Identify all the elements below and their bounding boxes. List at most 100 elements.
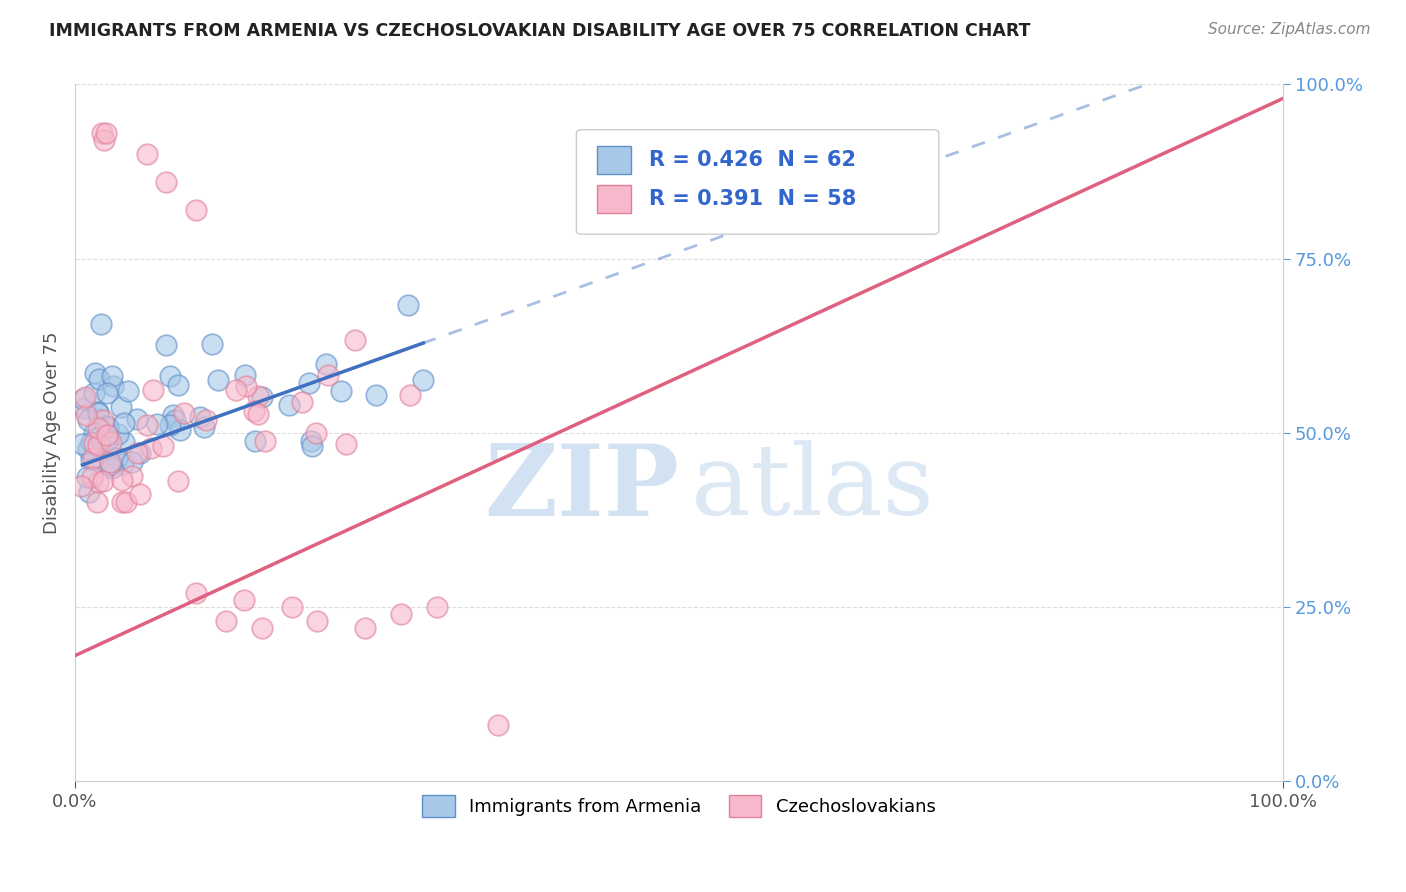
- Point: [343, 333, 366, 347]
- Point: [281, 599, 304, 614]
- Point: [173, 406, 195, 420]
- Point: [159, 418, 181, 433]
- Point: [233, 593, 256, 607]
- Point: [125, 411, 148, 425]
- Point: [77, 413, 100, 427]
- Point: [93, 133, 115, 147]
- Point: [111, 494, 134, 508]
- Point: [112, 417, 135, 431]
- Point: [86, 454, 108, 468]
- Point: [90, 317, 112, 331]
- Point: [96, 126, 118, 140]
- Point: [80, 470, 103, 484]
- Point: [316, 368, 339, 383]
- Point: [80, 452, 103, 467]
- Point: [110, 400, 132, 414]
- Text: Source: ZipAtlas.com: Source: ZipAtlas.com: [1208, 22, 1371, 37]
- Point: [291, 394, 314, 409]
- Point: [225, 383, 247, 397]
- Point: [167, 377, 190, 392]
- Point: [87, 438, 110, 452]
- Point: [159, 369, 181, 384]
- Point: [115, 495, 138, 509]
- Point: [98, 455, 121, 469]
- Point: [412, 373, 434, 387]
- FancyBboxPatch shape: [598, 186, 631, 213]
- Point: [72, 392, 94, 406]
- Point: [112, 435, 135, 450]
- Point: [235, 379, 257, 393]
- Text: R = 0.391  N = 58: R = 0.391 N = 58: [648, 189, 856, 210]
- Point: [195, 413, 218, 427]
- Point: [129, 446, 152, 460]
- Point: [83, 425, 105, 440]
- Point: [96, 386, 118, 401]
- Point: [207, 373, 229, 387]
- Point: [190, 409, 212, 424]
- Point: [87, 475, 110, 490]
- Point: [97, 420, 120, 434]
- Point: [97, 432, 120, 446]
- Point: [96, 419, 118, 434]
- Point: [335, 437, 357, 451]
- Point: [93, 474, 115, 488]
- Point: [75, 408, 97, 422]
- Point: [166, 475, 188, 489]
- Point: [169, 423, 191, 437]
- Point: [121, 455, 143, 469]
- Point: [77, 485, 100, 500]
- Point: [101, 461, 124, 475]
- Point: [87, 372, 110, 386]
- Point: [155, 175, 177, 189]
- Point: [165, 413, 187, 427]
- Point: [330, 384, 353, 398]
- Point: [399, 388, 422, 402]
- Point: [253, 434, 276, 448]
- Point: [101, 379, 124, 393]
- Point: [83, 385, 105, 400]
- Point: [136, 147, 159, 161]
- Point: [98, 458, 121, 472]
- Point: [242, 403, 264, 417]
- Text: R = 0.426  N = 62: R = 0.426 N = 62: [648, 150, 856, 169]
- FancyBboxPatch shape: [576, 129, 939, 235]
- Point: [80, 434, 103, 449]
- Point: [152, 439, 174, 453]
- Point: [72, 437, 94, 451]
- Point: [96, 428, 118, 442]
- Point: [91, 413, 114, 427]
- Point: [305, 614, 328, 628]
- Point: [141, 441, 163, 455]
- Point: [87, 421, 110, 435]
- Point: [396, 298, 419, 312]
- Text: ZIP: ZIP: [484, 440, 679, 537]
- Point: [354, 621, 377, 635]
- Y-axis label: Disability Age Over 75: Disability Age Over 75: [44, 332, 60, 534]
- Point: [91, 444, 114, 458]
- Point: [315, 357, 337, 371]
- Point: [364, 388, 387, 402]
- Point: [486, 718, 509, 732]
- Point: [76, 442, 98, 457]
- Point: [201, 337, 224, 351]
- Legend: Immigrants from Armenia, Czechoslovakians: Immigrants from Armenia, Czechoslovakian…: [415, 788, 943, 824]
- Point: [299, 434, 322, 448]
- Point: [90, 126, 112, 140]
- Point: [155, 338, 177, 352]
- Point: [125, 446, 148, 460]
- Point: [277, 398, 299, 412]
- Point: [87, 406, 110, 420]
- Point: [111, 473, 134, 487]
- Point: [250, 390, 273, 404]
- Point: [297, 376, 319, 390]
- Point: [247, 407, 270, 421]
- Point: [162, 408, 184, 422]
- Point: [252, 621, 274, 635]
- Point: [89, 412, 111, 426]
- Point: [136, 418, 159, 433]
- Point: [76, 470, 98, 484]
- Point: [142, 383, 165, 397]
- Point: [100, 369, 122, 384]
- Point: [105, 450, 128, 465]
- Point: [89, 434, 111, 448]
